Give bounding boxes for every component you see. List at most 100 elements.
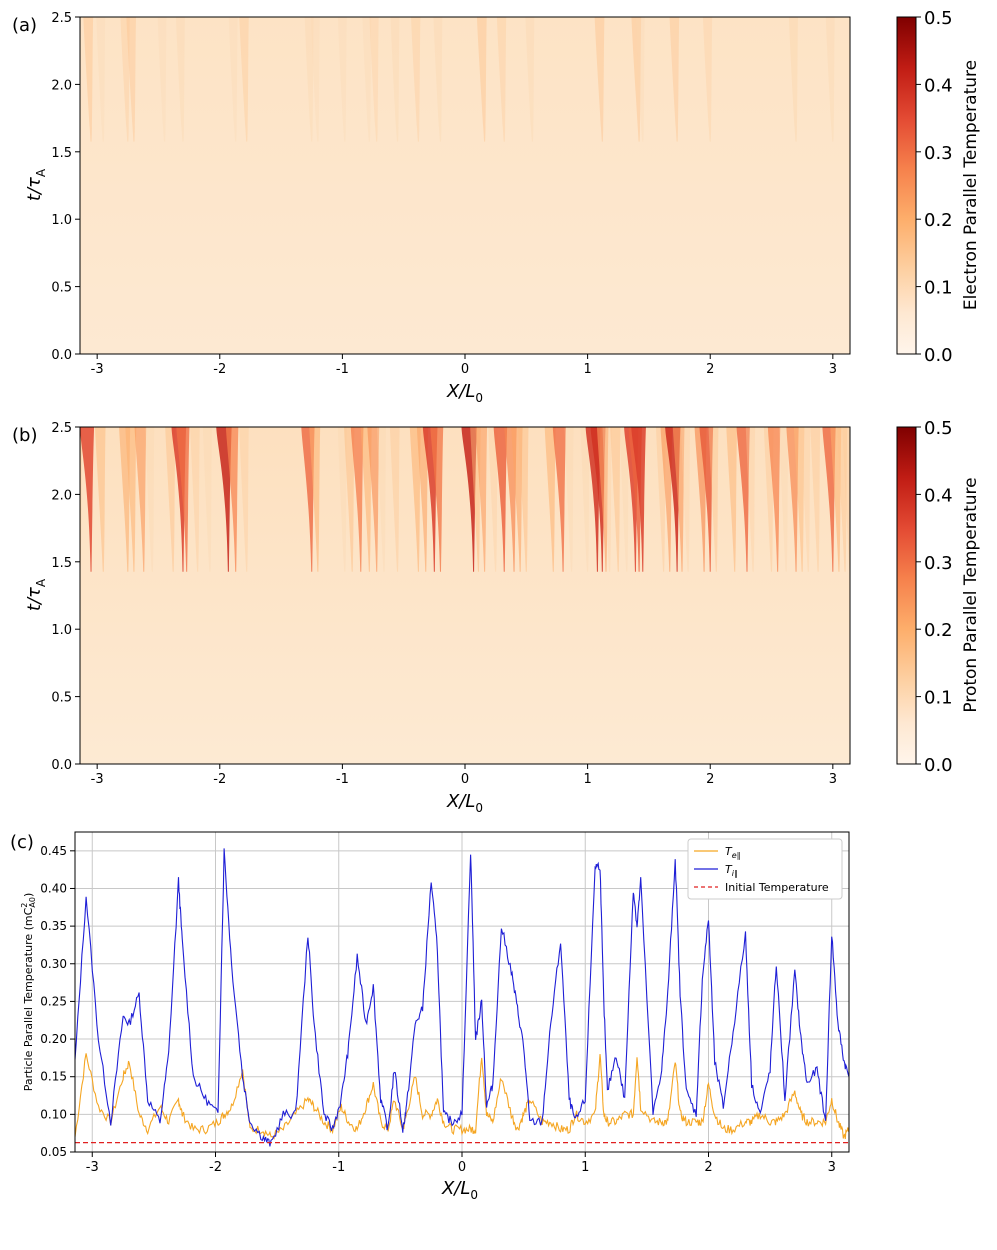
heatmap-plume: [225, 427, 239, 572]
heatmap-proton-axes: -3 -2 -1 0 1 2 3 0.0 0.5 1.0 1.5 2.0 2.5: [51, 421, 837, 787]
panel-c-ylabel: Particle Parallel Temperature (mC2A0): [20, 893, 37, 1092]
x-tick-label: 2: [706, 772, 714, 787]
heatmap-plume: [190, 427, 200, 572]
y-tick-label: 0.10: [40, 1107, 67, 1121]
y-tick-label: 1.0: [51, 623, 72, 638]
heatmap-plume: [96, 17, 106, 142]
x-tick-label: 2: [706, 362, 714, 377]
x-tick-label: -3: [86, 1160, 99, 1175]
x-tick-label: -1: [332, 1160, 345, 1175]
colorbar-tick-label: 0.1: [924, 278, 953, 299]
panel-c-xlabel: X/L0: [441, 1178, 478, 1202]
legend-label-proton: Ti∥: [725, 863, 738, 878]
x-tick-label: 3: [829, 772, 837, 787]
colorbar-proton: 0.0 0.1 0.2 0.3 0.4 0.5 Proton Parallel Tempe…: [896, 418, 981, 776]
heatmap-plume: [134, 427, 147, 572]
heatmap-plume: [767, 427, 781, 572]
heatmap-plume: [708, 427, 719, 572]
y-tick-label: 0.05: [40, 1145, 67, 1159]
heatmap-plume: [699, 427, 714, 572]
heatmap-electron: [79, 16, 851, 355]
heatmap-plume: [518, 427, 529, 572]
heatmap-plume: [304, 17, 314, 142]
x-tick-label: -3: [91, 362, 104, 377]
heatmap-plume: [580, 427, 590, 572]
y-tick-label: 0.5: [51, 691, 72, 706]
series-electron-line: [75, 1053, 849, 1140]
y-tick-label: 1.5: [51, 146, 72, 161]
heatmap-plume: [344, 427, 355, 572]
y-tick-label: 0.45: [40, 844, 67, 858]
heatmap-plume: [239, 427, 249, 572]
y-tick-label: 2.0: [51, 78, 72, 93]
colorbar-tick-label: 0.0: [924, 755, 953, 776]
heatmap-plume: [157, 17, 167, 142]
colorbar-electron-label: Electron Parallel Temperature: [961, 60, 981, 310]
x-tick-label: 3: [829, 362, 837, 377]
heatmap-plume: [350, 427, 364, 572]
x-tick-label: -2: [209, 1160, 222, 1175]
heatmap-plume: [202, 427, 212, 572]
heatmap-plume: [475, 427, 488, 572]
heatmap-plume: [433, 17, 443, 142]
heatmap-plume: [80, 427, 95, 572]
heatmap-plume: [596, 427, 609, 572]
heatmap-plume: [635, 17, 645, 142]
heatmap-plume: [786, 427, 799, 572]
y-tick-label: 1.5: [51, 556, 72, 571]
heatmap-plume: [165, 427, 176, 572]
colorbar-proton-label: Proton Parallel Temperature: [961, 477, 981, 712]
heatmap-plume: [680, 427, 691, 572]
heatmap-plume: [175, 17, 185, 142]
heatmap-plume: [672, 427, 685, 572]
heatmap-plume: [367, 427, 380, 572]
heatmap-plume: [631, 427, 646, 572]
heatmap-plume: [822, 427, 836, 572]
heatmap-plume: [409, 427, 421, 572]
heatmap-plume: [310, 17, 320, 142]
colorbar-tick-label: 0.4: [924, 75, 953, 96]
y-tick-label: 0.30: [40, 957, 67, 971]
heatmap-plume: [525, 17, 535, 142]
heatmap-plume: [793, 427, 805, 572]
colorbar-electron: 0.0 0.1 0.2 0.3 0.4 0.5 Electron Parallel Tem…: [896, 8, 981, 366]
heatmap-plume: [544, 427, 556, 572]
heatmap-plume: [145, 427, 155, 572]
heatmap-plume: [837, 427, 848, 572]
colorbar-tick-label: 0.5: [924, 8, 953, 29]
heatmap-plume: [788, 17, 798, 142]
y-tick-label: 0.0: [51, 348, 72, 363]
series-proton-line: [75, 848, 849, 1147]
x-tick-label: -2: [213, 362, 226, 377]
panel-a-xlabel: X/L0: [446, 381, 483, 405]
y-tick-label: 0.0: [51, 758, 72, 773]
x-tick-label: 3: [828, 1160, 836, 1175]
y-tick-label: 1.0: [51, 213, 72, 228]
heatmap-plume: [416, 427, 429, 572]
heatmap-plume: [702, 17, 713, 142]
colorbar-tick-label: 0.3: [924, 143, 953, 164]
heatmap-plume: [369, 17, 379, 142]
y-tick-label: 0.15: [40, 1070, 67, 1084]
heatmap-plume: [594, 17, 605, 142]
heatmap-plume: [631, 17, 642, 142]
heatmap-plume: [389, 427, 400, 572]
x-tick-label: 0: [461, 772, 469, 787]
panel-a-tag: (a): [12, 15, 37, 36]
heatmap-plume: [176, 427, 190, 572]
y-tick-label: 0.25: [40, 994, 67, 1008]
heatmap-plume: [619, 427, 629, 572]
heatmap-plume: [825, 17, 835, 142]
heatmap-plume: [552, 427, 566, 572]
legend: Te∥ Ti∥ Initial Temperature: [687, 838, 843, 900]
y-tick-label: 0.5: [51, 281, 72, 296]
heatmap-plume: [228, 17, 238, 142]
heatmap-plume: [726, 427, 738, 572]
colorbar-tick-label: 0.0: [924, 345, 953, 366]
heatmap-plume: [496, 17, 507, 142]
x-tick-label: -2: [213, 772, 226, 787]
heatmap-plume: [362, 17, 372, 142]
heatmap-proton: [79, 426, 851, 765]
y-tick-label: 2.0: [51, 488, 72, 503]
